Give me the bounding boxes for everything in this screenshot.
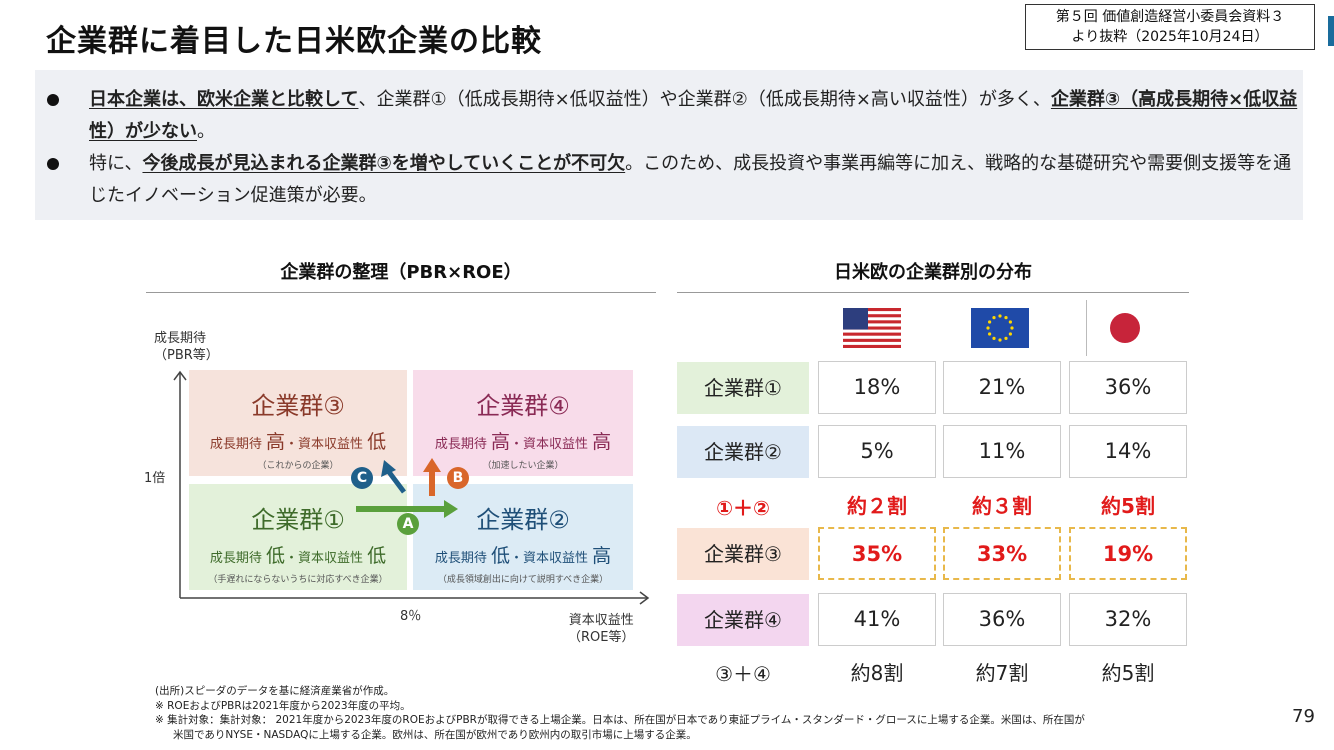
quadrant-group-3: 企業群③ 成長期待 高・資本収益性 低 （これからの企業） <box>189 370 407 476</box>
footnote-source: (出所)スピーダのデータを基に経済産業省が作成。 <box>155 685 395 697</box>
eu-star-icon <box>992 316 996 320</box>
quadrant-note: （これからの企業） <box>257 461 339 471</box>
sum-label-3-4: ③＋④ <box>715 662 771 686</box>
eu-star-icon <box>988 320 992 324</box>
page-title: 企業群に着目した日米欧企業の比較 <box>46 24 542 59</box>
bullet-2-text: 特に、今後成長が見込まれる企業群③を増やしていくことが不可欠。このため、成長投資… <box>89 148 1299 212</box>
summary-box: 日本企業は、欧米企業と比較して、企業群①（低成長期待×低収益性）や企業群②（低成… <box>35 70 1303 220</box>
quadrant-desc: 成長期待 低・資本収益性 低 <box>209 545 387 567</box>
quadrant-desc: 成長期待 高・資本収益性 高 <box>434 431 612 453</box>
footnotes: (出所)スピーダのデータを基に経済産業省が作成。 ※ ROEおよびPBRは202… <box>155 684 1085 742</box>
us-flag-icon <box>843 308 901 348</box>
quadrant-desc: 成長期待 低・資本収益性 高 <box>434 545 612 567</box>
source-line-1: 第５回 価値創造経営小委員会資料３ <box>1055 9 1285 25</box>
arrow-c-icon <box>381 460 406 494</box>
row-label-group-1: 企業群① <box>677 362 809 414</box>
footnote-2-cont: 米国でありNYSE・NASDAQに上場する企業。欧州は、所在国が欧州であり欧州内… <box>173 728 697 741</box>
cell-group-2-eu: 11% <box>943 425 1061 478</box>
sum-1-2-eu: 約３割 <box>972 494 1032 518</box>
cell-group-1-eu: 21% <box>943 361 1061 414</box>
sum-3-4-jp: 約5割 <box>1101 661 1155 685</box>
bullet-1-emph-1: 日本企業は、欧米企業と比較して <box>89 89 359 110</box>
x-axis-tick: 8％ <box>400 609 422 624</box>
jp-flag-icon <box>1110 313 1140 343</box>
eu-star-icon <box>992 336 996 340</box>
sum-1-2-jp: 約5割 <box>1101 494 1155 518</box>
sum-3-4-us: 約8割 <box>850 661 904 685</box>
cell-group-4-eu: 36% <box>943 593 1061 646</box>
quadrant-group-1: 企業群① 成長期待 低・資本収益性 低 （手遅れにならないうちに対応すべき企業） <box>189 484 407 590</box>
sum-3-4-eu: 約7割 <box>975 661 1029 685</box>
quadrant-name: 企業群① <box>251 506 345 534</box>
source-box: 第５回 価値創造経営小委員会資料３ より抜粋（2025年10月24日） <box>1025 4 1315 50</box>
marker-b: B <box>447 467 469 489</box>
quadrant-name: 企業群② <box>476 506 570 534</box>
bullet-dot-icon <box>47 94 59 106</box>
quadrant-note: （成長領域創出に向けて説明すべき企業） <box>437 575 609 585</box>
eu-star-icon <box>998 314 1002 318</box>
x-axis-line-2: （ROE等） <box>568 630 635 645</box>
cell-group-3-us: 35% <box>818 527 936 580</box>
eu-flag-icon <box>971 308 1029 348</box>
marker-a: A <box>397 513 419 535</box>
eu-star-icon <box>1004 336 1008 340</box>
quadrant-name: 企業群④ <box>476 392 570 420</box>
cell-group-3-jp: 19% <box>1069 527 1187 580</box>
bullet-2-start: 特に、 <box>89 153 143 174</box>
bullet-1-text: 日本企業は、欧米企業と比較して、企業群①（低成長期待×低収益性）や企業群②（低成… <box>89 84 1299 148</box>
eu-star-icon <box>1008 332 1012 336</box>
marker-c: C <box>351 467 373 489</box>
cell-group-3-eu: 33% <box>943 527 1061 580</box>
y-axis-tick: 1倍 <box>144 471 166 486</box>
arrow-b-icon <box>423 458 441 496</box>
corner-accent <box>1328 16 1334 46</box>
x-axis-line-1: 資本収益性 <box>568 613 634 628</box>
flag-divider <box>1086 300 1087 356</box>
y-axis-line-2: （PBR等） <box>154 348 219 363</box>
source-line-2: より抜粋（2025年10月24日） <box>1071 29 1269 45</box>
distribution-title: 日米欧の企業群別の分布 <box>834 262 1032 283</box>
cell-group-2-us: 5% <box>818 425 936 478</box>
cell-group-1-jp: 36% <box>1069 361 1187 414</box>
y-axis-label: 成長期待 （PBR等） <box>154 330 219 364</box>
arrow-a-icon <box>356 500 458 518</box>
distribution-divider <box>677 292 1189 293</box>
eu-star-icon <box>1010 326 1014 330</box>
sum-1-2-us: 約２割 <box>847 494 907 518</box>
eu-star-icon <box>1004 316 1008 320</box>
quadrant-desc: 成長期待 高・資本収益性 低 <box>209 431 387 453</box>
bullet-1-body: 、企業群①（低成長期待×低収益性）や企業群②（低成長期待×高い収益性）が多く、 <box>358 89 1051 110</box>
bullet-2-body: 。このため、成長投資や事業再編等に加え、戦略的な基礎研究や需要側支援等を通じたイ… <box>89 153 1292 206</box>
bullet-dot-icon <box>47 158 59 170</box>
quadrant-group-2: 企業群② 成長期待 低・資本収益性 高 （成長領域創出に向けて説明すべき企業） <box>413 484 633 590</box>
matrix-title: 企業群の整理（PBR×ROE） <box>280 262 522 283</box>
bullet-1-emph-2: 企業群③（高成長期待×低収益性）が少ない <box>89 89 1298 142</box>
quadrant-group-4: 企業群④ 成長期待 高・資本収益性 高 （加速したい企業） <box>413 370 633 476</box>
bullet-1-end: 。 <box>197 121 215 142</box>
x-axis-label: 資本収益性 （ROE等） <box>568 612 634 646</box>
cell-group-4-us: 41% <box>818 593 936 646</box>
page-number: 79 <box>1292 706 1315 727</box>
matrix-divider <box>146 292 656 293</box>
eu-star-icon <box>1008 320 1012 324</box>
eu-star-icon <box>998 338 1002 342</box>
footnote-2: ※ 集計対象：集計対象： 2021年度から2023年度のROEおよびPBRが取得… <box>155 714 1085 726</box>
row-label-group-4: 企業群④ <box>677 594 809 646</box>
quadrant-name: 企業群③ <box>251 392 345 420</box>
quadrant-note: （加速したい企業） <box>482 461 564 471</box>
eu-star-icon <box>988 332 992 336</box>
y-axis-line-1: 成長期待 <box>154 331 207 346</box>
quadrant-note: （手遅れにならないうちに対応すべき企業） <box>208 575 388 585</box>
cell-group-1-us: 18% <box>818 361 936 414</box>
sum-label-1-2: ①＋② <box>716 496 770 520</box>
bullet-2-emph: 今後成長が見込まれる企業群③を増やしていくことが不可欠 <box>142 153 626 174</box>
cell-group-2-jp: 14% <box>1069 425 1187 478</box>
row-label-group-3: 企業群③ <box>677 528 809 580</box>
row-label-group-2: 企業群② <box>677 426 809 478</box>
footnote-1: ※ ROEおよびPBRは2021年度から2023年度の平均。 <box>155 699 411 712</box>
eu-star-icon <box>986 326 990 330</box>
cell-group-4-jp: 32% <box>1069 593 1187 646</box>
